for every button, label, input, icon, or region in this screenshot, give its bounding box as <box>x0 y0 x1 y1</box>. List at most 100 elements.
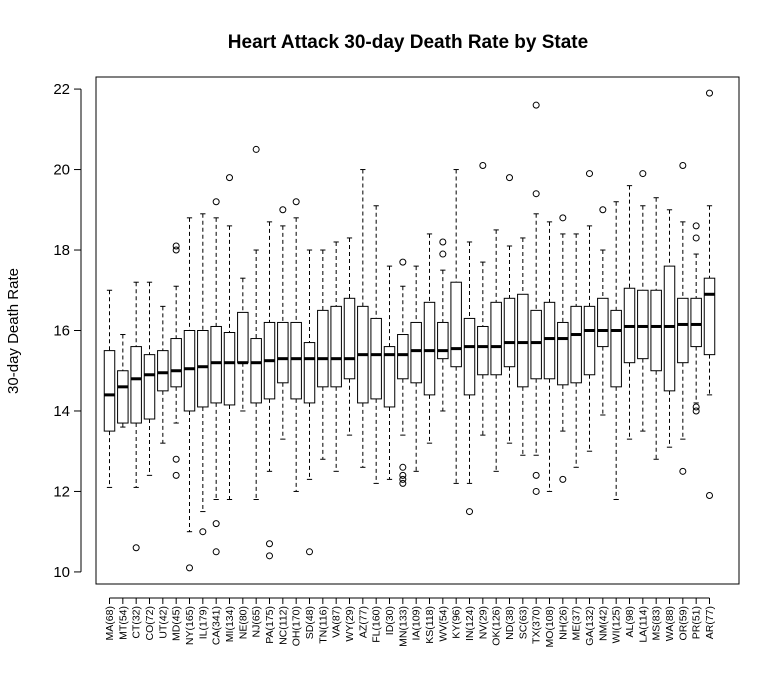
x-tick-label: KS(118) <box>424 606 436 644</box>
box-tx-370 <box>530 101 542 495</box>
x-tick-label: SD(48) <box>304 606 316 639</box>
box-pa-175 <box>263 221 276 560</box>
outlier-point <box>399 258 407 266</box>
outlier-point <box>532 471 540 479</box>
box-iqr <box>317 309 329 388</box>
outlier-point <box>266 552 273 560</box>
x-axis: MA(68) MT(54) CT(32) CO(72) UT(42) MD(45) NY(1… <box>104 597 716 647</box>
x-tick-label: ND(38) <box>504 606 516 640</box>
box-ia-109 <box>410 265 422 472</box>
box-iqr <box>463 317 476 396</box>
x-tick-label: WV(54) <box>437 606 449 642</box>
outlier-point <box>199 528 207 536</box>
outlier-point <box>399 479 407 487</box>
box-iqr <box>397 334 409 380</box>
x-tick-label: MI(134) <box>224 606 236 642</box>
box-iqr <box>450 281 462 368</box>
x-tick-label: NJ(65) <box>251 606 263 638</box>
box-iqr <box>650 289 662 372</box>
box-va-87 <box>330 241 342 472</box>
box-id-30 <box>383 265 396 480</box>
x-tick-label: GA(132) <box>584 606 596 646</box>
box-co-72 <box>143 281 156 476</box>
box-ne-80 <box>237 277 249 412</box>
box-iqr <box>490 301 502 376</box>
box-tn-116 <box>317 249 329 460</box>
x-tick-label: TX(370) <box>531 606 543 644</box>
box-il-179 <box>197 213 209 536</box>
box-ks-118 <box>423 233 436 444</box>
plot-frame <box>95 76 740 585</box>
x-tick-label: ID(30) <box>384 606 396 635</box>
box-nd-38 <box>503 174 516 444</box>
x-tick-label: SC(63) <box>517 606 529 639</box>
y-tick-label: 20 <box>53 162 70 179</box>
box-nh-26 <box>557 214 569 483</box>
outlier-point <box>399 463 407 471</box>
x-tick-label: LA(114) <box>637 606 649 643</box>
box-al-98 <box>623 185 636 440</box>
x-tick-label: KY(96) <box>451 606 463 639</box>
box-nj-65 <box>250 145 262 500</box>
outlier-point <box>532 487 540 495</box>
outlier-point <box>706 491 713 499</box>
box-md-45 <box>170 242 182 479</box>
outlier-point <box>252 145 260 153</box>
x-tick-label: MN(133) <box>397 606 409 647</box>
outlier-point <box>186 564 193 572</box>
box-mt-54 <box>117 334 129 428</box>
outlier-point <box>479 162 487 170</box>
box-iqr <box>410 321 422 384</box>
box-iqr <box>223 332 236 406</box>
x-tick-label: CA(341) <box>211 606 223 645</box>
x-tick-label: ME(37) <box>571 606 583 640</box>
outlier-point <box>706 89 713 97</box>
outlier-point <box>172 242 180 250</box>
box-iqr <box>530 309 542 380</box>
outlier-point <box>306 548 313 556</box>
x-tick-label: OR(59) <box>677 606 689 640</box>
outlier-point <box>172 455 180 463</box>
box-wy-29 <box>343 237 356 436</box>
boxes-group <box>103 89 716 572</box>
y-tick-label: 18 <box>53 242 70 259</box>
x-tick-label: IA(109) <box>411 606 423 640</box>
box-ok-126 <box>490 229 502 472</box>
box-ga-132 <box>583 170 596 452</box>
x-tick-label: FL(160) <box>371 606 383 643</box>
box-mn-133 <box>397 258 409 487</box>
chart-title: Heart Attack 30-day Death Rate by State <box>228 32 588 53</box>
outlier-point <box>212 548 220 556</box>
box-ar-77 <box>703 89 716 499</box>
outlier-point <box>679 467 687 475</box>
y-tick-label: 16 <box>53 323 70 340</box>
box-iqr <box>570 305 582 384</box>
y-tick-label: 14 <box>53 403 70 420</box>
box-iqr <box>157 350 169 392</box>
outlier-point <box>439 238 447 246</box>
box-nm-42 <box>597 206 609 416</box>
outlier-point <box>559 475 567 483</box>
box-oh-170 <box>290 198 302 492</box>
box-iqr <box>250 338 262 404</box>
box-la-114 <box>637 170 649 432</box>
outlier-point <box>692 403 700 411</box>
outlier-point <box>599 206 607 214</box>
box-wv-54 <box>437 238 449 412</box>
x-tick-label: WA(88) <box>664 606 676 641</box>
outlier-point <box>639 170 647 178</box>
x-tick-label: MA(68) <box>104 606 116 640</box>
box-iqr <box>330 305 342 388</box>
box-iqr <box>477 325 489 376</box>
box-iqr <box>383 346 396 408</box>
x-tick-label: AL(98) <box>624 606 636 638</box>
x-tick-label: IL(179) <box>197 606 209 639</box>
box-wa-88 <box>663 209 676 448</box>
box-iqr <box>503 297 516 368</box>
x-tick-label: VA(87) <box>331 606 343 638</box>
x-tick-label: MD(45) <box>171 606 183 641</box>
box-ms-83 <box>650 197 662 460</box>
box-iqr <box>103 350 116 432</box>
outlier-point <box>266 540 273 548</box>
y-tick-label: 12 <box>53 483 70 500</box>
